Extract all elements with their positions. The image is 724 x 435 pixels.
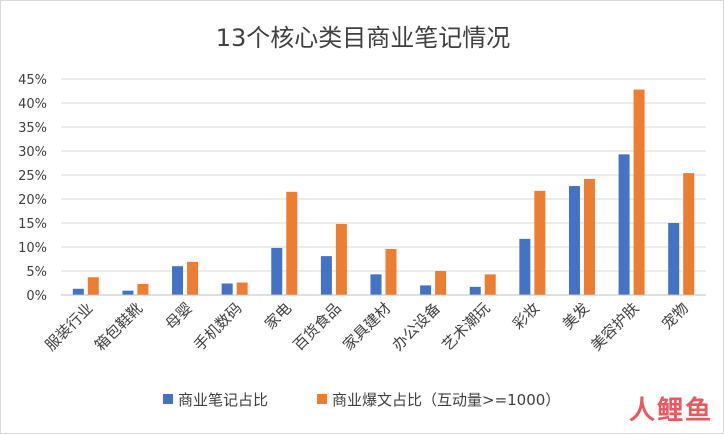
bar-commercial-notes	[568, 186, 580, 295]
bar-commercial-notes	[221, 283, 233, 295]
y-tick-label: 15%	[18, 217, 47, 232]
bar-viral-posts	[633, 89, 645, 295]
y-tick-label: 0%	[26, 289, 47, 304]
legend-label: 商业笔记占比	[178, 391, 268, 409]
bar-commercial-notes	[519, 238, 531, 295]
legend-label: 商业爆文占比（互动量>=1000）	[332, 391, 560, 409]
legend-swatch	[317, 394, 327, 404]
bar-commercial-notes	[72, 288, 84, 295]
x-category-label: 宠物	[658, 299, 692, 333]
bar-viral-posts	[385, 248, 397, 295]
bar-viral-posts	[187, 261, 199, 295]
y-tick-label: 5%	[26, 265, 47, 280]
bar-viral-posts	[534, 190, 546, 295]
x-category-label: 服装行业	[41, 299, 96, 354]
chart-title: 13个核心类目商业笔记情况	[216, 24, 511, 52]
x-category-label: 家具建材	[339, 299, 394, 354]
bar-viral-posts	[286, 191, 298, 295]
bar-viral-posts	[583, 178, 595, 295]
bar-commercial-notes	[618, 154, 630, 295]
bar-commercial-notes	[668, 223, 680, 295]
x-category-label: 百货食品	[290, 299, 345, 354]
bar-viral-posts	[335, 223, 347, 295]
y-tick-label: 30%	[18, 145, 47, 160]
legend-swatch	[163, 394, 173, 404]
x-category-label: 美发	[559, 299, 593, 333]
bar-commercial-notes	[172, 266, 184, 295]
x-category-label: 彩妆	[509, 299, 543, 333]
bar-viral-posts	[87, 277, 99, 295]
x-category-label: 艺术潮玩	[438, 299, 493, 354]
bar-commercial-notes	[420, 285, 432, 295]
bar-commercial-notes	[320, 256, 332, 295]
bar-viral-posts	[683, 173, 695, 295]
bar-viral-posts	[236, 282, 248, 295]
y-tick-label: 10%	[18, 241, 47, 256]
y-tick-label: 35%	[18, 121, 47, 136]
x-category-label: 母婴	[162, 299, 196, 333]
x-category-label: 办公设备	[389, 299, 444, 354]
y-tick-label: 40%	[18, 97, 47, 112]
y-tick-label: 20%	[18, 193, 47, 208]
x-category-label: 美容护肤	[587, 299, 642, 354]
bar-commercial-notes	[469, 286, 481, 295]
bar-viral-posts	[484, 274, 496, 295]
y-tick-label: 45%	[18, 73, 47, 88]
x-category-label: 箱包鞋靴	[91, 299, 146, 354]
watermark-glyph: 鲤	[656, 396, 683, 426]
watermark-glyph: 人	[628, 396, 655, 426]
bar-viral-posts	[435, 271, 447, 295]
watermark-glyph: 鱼	[684, 396, 711, 426]
bar-commercial-notes	[370, 274, 382, 295]
x-category-label: 家电	[261, 299, 295, 333]
watermark-logo: 人 鲤 鱼	[629, 390, 711, 427]
bar-commercial-notes	[271, 247, 283, 295]
bar-commercial-notes	[122, 290, 134, 295]
y-tick-label: 25%	[18, 169, 47, 184]
bar-viral-posts	[137, 283, 149, 295]
x-category-label: 手机数码	[190, 299, 245, 354]
